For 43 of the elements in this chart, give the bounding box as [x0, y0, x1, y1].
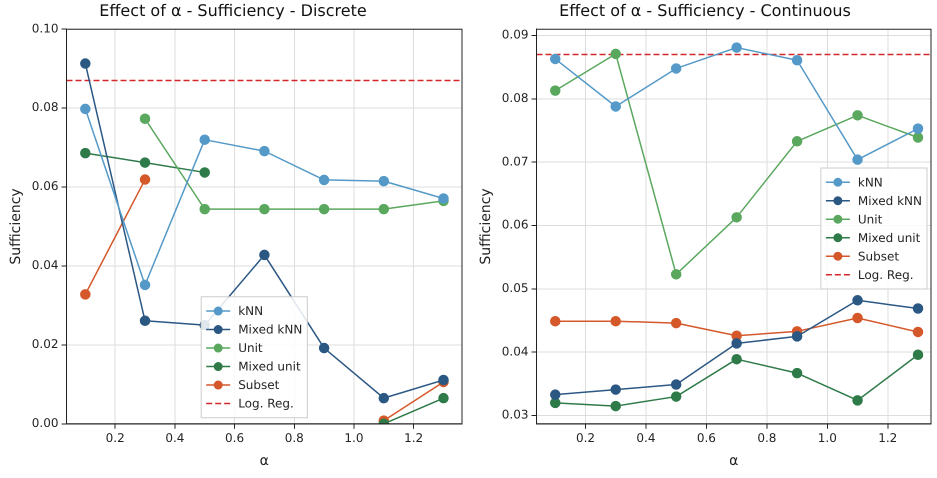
- x-tick-label: 0.6: [696, 431, 716, 446]
- x-tick-label: 0.2: [106, 431, 125, 446]
- x-axis-title: α: [260, 453, 269, 470]
- y-tick-label: 0.10: [32, 21, 59, 36]
- y-tick-label: 0.08: [502, 91, 529, 105]
- legend-label: Log. Reg.: [238, 396, 294, 411]
- x-tick-label: 0.8: [757, 431, 776, 446]
- y-tick-label: 0.06: [502, 218, 529, 232]
- x-tick-label: 1.0: [344, 431, 364, 446]
- legend-label: Mixed unit: [858, 230, 921, 245]
- x-tick-label: 0.4: [636, 431, 656, 446]
- x-tick-label: 1.2: [878, 431, 898, 446]
- x-tick-label: 1.0: [818, 431, 837, 446]
- y-tick-label: 0.02: [32, 337, 59, 352]
- y-tick-label: 0.06: [32, 179, 59, 194]
- y-tick-label: 0.09: [502, 28, 529, 42]
- x-tick-label: 1.2: [404, 431, 424, 446]
- legend-label: Unit: [238, 341, 263, 356]
- y-axis-title: Sufficiency: [478, 188, 494, 265]
- legend-label: Mixed kNN: [238, 322, 302, 337]
- legend-label: Unit: [858, 212, 883, 226]
- y-tick-label: 0.00: [32, 416, 59, 430]
- legend-label: Log. Reg.: [858, 268, 914, 282]
- chart-title: Effect of α - Sufficiency - Discrete: [99, 0, 367, 20]
- y-tick-label: 0.03: [502, 408, 529, 422]
- legend-label: kNN: [238, 304, 264, 318]
- legend-label: kNN: [858, 175, 883, 190]
- legend-label: Mixed unit: [238, 360, 301, 374]
- y-tick-label: 0.05: [502, 281, 529, 296]
- y-tick-label: 0.04: [32, 258, 59, 272]
- x-tick-label: 0.8: [284, 431, 304, 446]
- y-tick-label: 0.08: [32, 100, 59, 114]
- y-tick-label: 0.07: [502, 154, 529, 168]
- legend-label: Subset: [858, 249, 900, 264]
- legend-label: Subset: [238, 378, 280, 392]
- legend-label: Mixed kNN: [858, 194, 922, 208]
- x-tick-label: 0.2: [576, 431, 596, 446]
- x-tick-label: 0.6: [225, 431, 244, 446]
- y-axis-title: Sufficiency: [8, 188, 24, 265]
- x-tick-label: 0.4: [165, 431, 184, 446]
- chart-title: Effect of α - Sufficiency - Continuous: [559, 0, 851, 20]
- y-tick-label: 0.04: [502, 344, 529, 358]
- x-axis-title: α: [729, 453, 738, 470]
